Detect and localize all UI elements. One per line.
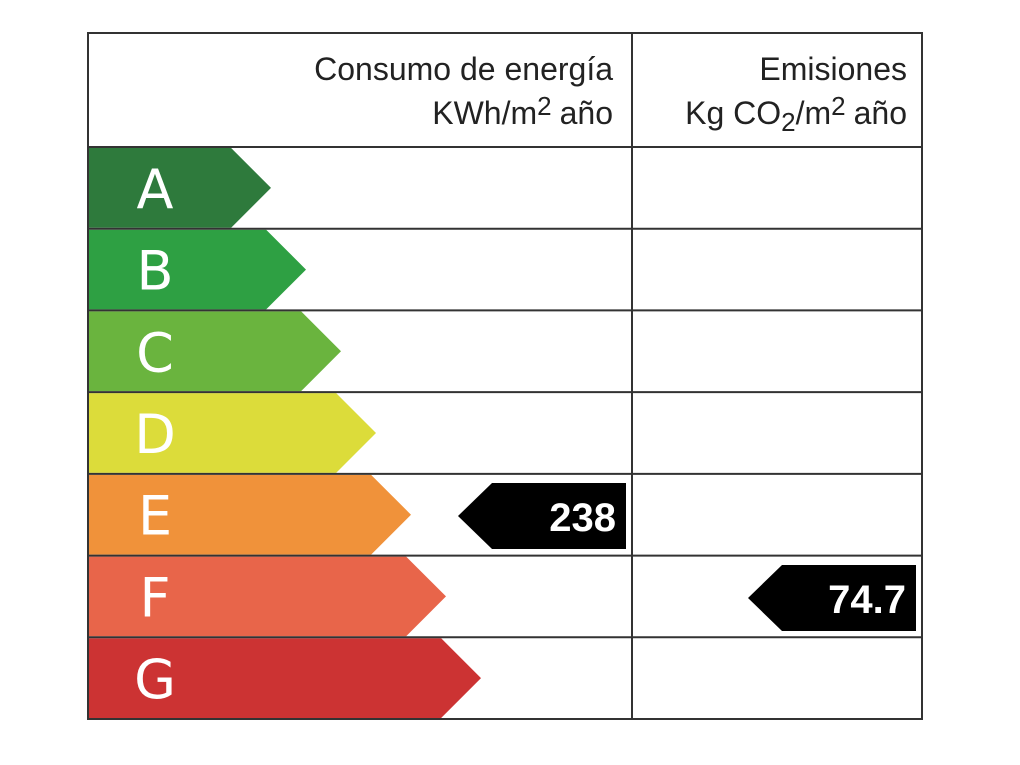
energy-title: Consumo de energía bbox=[314, 51, 613, 87]
indicator-arrow bbox=[458, 483, 626, 549]
unit-part: año bbox=[854, 95, 907, 131]
class-letter: E bbox=[138, 485, 172, 548]
emissions-title: Emisiones bbox=[759, 51, 907, 87]
unit-sub: 2 bbox=[781, 107, 795, 137]
class-arrow bbox=[89, 474, 411, 555]
class-arrow bbox=[89, 638, 481, 718]
table-lines bbox=[87, 32, 923, 720]
indicator-arrow bbox=[748, 565, 916, 631]
table-border bbox=[87, 32, 923, 720]
rows bbox=[89, 148, 481, 718]
class-arrow bbox=[89, 148, 271, 228]
unit-part: Kg CO bbox=[685, 95, 781, 131]
class-letter: B bbox=[136, 240, 173, 303]
energy-indicator: 238 bbox=[458, 483, 626, 549]
class-arrow bbox=[89, 229, 306, 310]
class-letter: F bbox=[139, 566, 170, 629]
emissions-indicator: 74.7 bbox=[748, 565, 916, 631]
class-letter: A bbox=[137, 158, 174, 221]
class-arrow bbox=[89, 393, 376, 473]
class-letter: C bbox=[136, 321, 174, 384]
emissions-unit: Kg CO2/m2 año bbox=[685, 91, 907, 137]
class-arrow bbox=[89, 311, 341, 392]
unit-part: KWh/m bbox=[432, 95, 537, 131]
unit-part: año bbox=[560, 95, 613, 131]
emissions-value: 74.7 bbox=[828, 578, 906, 622]
class-arrow bbox=[89, 556, 446, 637]
energy-unit: KWh/m2 año bbox=[432, 91, 613, 131]
unit-sup: 2 bbox=[537, 91, 551, 121]
class-letter: G bbox=[134, 648, 176, 711]
energy-value: 238 bbox=[549, 496, 616, 540]
unit-part: /m bbox=[796, 95, 832, 131]
unit-sup: 2 bbox=[831, 91, 845, 121]
class-letter: D bbox=[134, 403, 176, 466]
